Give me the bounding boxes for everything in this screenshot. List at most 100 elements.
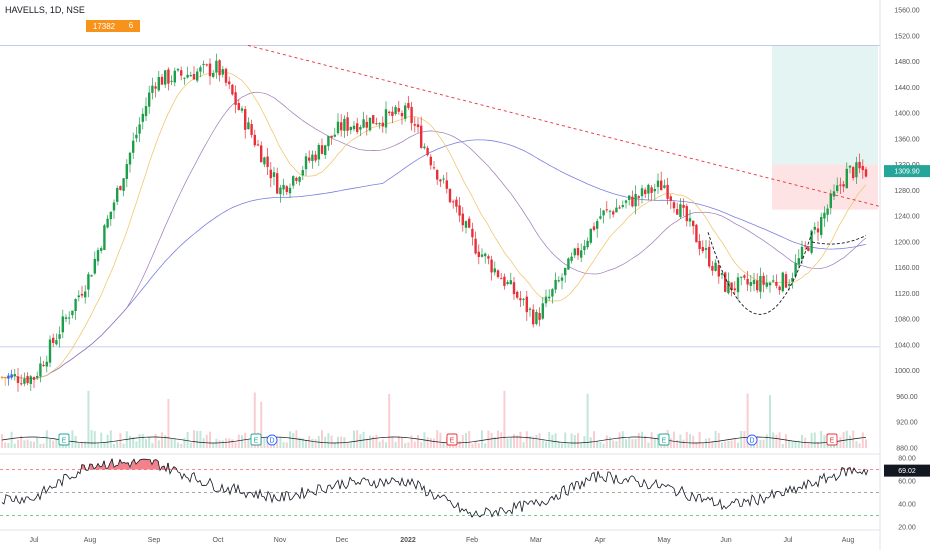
volume-bar (151, 443, 154, 448)
rsi-value-badge (884, 464, 930, 477)
x-axis-tick: May (657, 537, 671, 544)
volume-bar (337, 436, 339, 448)
candle-body (477, 251, 480, 257)
x-axis-tick: Apr (595, 537, 607, 544)
candle-body (522, 298, 525, 300)
volume-bar (353, 430, 355, 448)
volume-bar (77, 443, 80, 448)
candle-body (698, 240, 701, 250)
volume-bar (653, 438, 656, 448)
volume-bar (513, 434, 515, 448)
earnings-marker (446, 433, 458, 446)
volume-bar (781, 443, 784, 448)
candle-body (672, 202, 676, 209)
rsi-overbought-fill (145, 459, 147, 470)
volume-bar (727, 440, 730, 448)
candle-body (784, 274, 788, 288)
volume-bar (29, 441, 32, 448)
candle-body (426, 147, 429, 156)
volume-bar (87, 390, 90, 448)
candle-body (848, 165, 852, 168)
candle-body (192, 73, 196, 80)
volume-bar (7, 443, 10, 448)
rsi-overbought-fill (83, 465, 85, 470)
volume-bar (599, 441, 602, 448)
candle-body (279, 187, 282, 195)
candle-body (724, 272, 727, 292)
volume-bar (477, 443, 480, 448)
candle-body (80, 293, 84, 296)
candle-body (791, 277, 794, 282)
volume-bar (589, 437, 592, 448)
volume-bar (621, 431, 624, 448)
candle-body (820, 216, 823, 235)
candle-body (506, 282, 509, 285)
volume-bar (570, 433, 573, 448)
candle-body (813, 226, 816, 230)
last-price-badge (884, 165, 930, 178)
rsi-overbought-fill (125, 463, 127, 470)
volume-bar (314, 439, 317, 448)
volume-bar (842, 432, 845, 448)
volume-bar (554, 433, 557, 448)
candle-body (122, 178, 125, 191)
volume-bar (605, 435, 608, 448)
price-axis-tick: 960.00 (896, 394, 918, 401)
candle-body (503, 276, 506, 286)
volume-bar (724, 441, 727, 448)
candle-body (711, 266, 714, 271)
candle-body (727, 280, 730, 294)
volume-bar (81, 441, 83, 448)
volume-bar (221, 440, 224, 448)
candle-body (436, 170, 439, 180)
candle-body (589, 228, 592, 243)
dividend-marker (746, 434, 758, 446)
volume-bar (561, 443, 563, 448)
volume-bar (349, 442, 352, 448)
volume-bar (33, 441, 35, 448)
volume-bar (196, 430, 199, 448)
candle-body (407, 102, 410, 108)
candle-body (349, 127, 352, 131)
volume-bar (90, 430, 93, 448)
rsi-axis-tick: 80.00 (898, 456, 916, 463)
candle-body (832, 191, 836, 197)
rsi-value-label: 69.02 (898, 468, 916, 475)
candle-body (368, 117, 372, 131)
candle-body (282, 184, 285, 190)
candle-body (570, 256, 573, 261)
candle-body (775, 281, 778, 286)
candle-body (240, 108, 244, 111)
x-axis-tick: 2022 (400, 537, 416, 544)
volume-bar (612, 440, 615, 448)
volume-bar (801, 434, 803, 448)
volume-bar (500, 432, 503, 448)
volume-bar (241, 435, 243, 448)
volume-bar (557, 441, 560, 448)
price-axis-tick: 1200.00 (894, 239, 919, 246)
candle-body (660, 180, 663, 191)
volume-bar (13, 443, 16, 448)
volume-bar (401, 436, 403, 448)
rsi-oversold-fill (479, 515, 481, 518)
rsi-overbought-fill (163, 465, 165, 470)
volume-bar (436, 430, 439, 448)
candle-body (464, 221, 468, 228)
volume-bar (84, 441, 87, 448)
volume-bar (849, 435, 851, 448)
volume-bar (282, 442, 285, 448)
volume-bar (698, 432, 701, 448)
earnings-marker (658, 433, 670, 446)
volume-bar (564, 432, 567, 448)
candle-body (823, 212, 826, 219)
volume-bar (740, 430, 743, 448)
candle-body (714, 262, 717, 271)
rsi-overbought-fill (115, 465, 117, 470)
volume-bar (52, 440, 55, 448)
candle-body (256, 144, 260, 146)
volume-bar (762, 439, 765, 448)
candle-body (212, 72, 215, 77)
candle-body (807, 247, 810, 251)
candle-body (653, 188, 656, 192)
